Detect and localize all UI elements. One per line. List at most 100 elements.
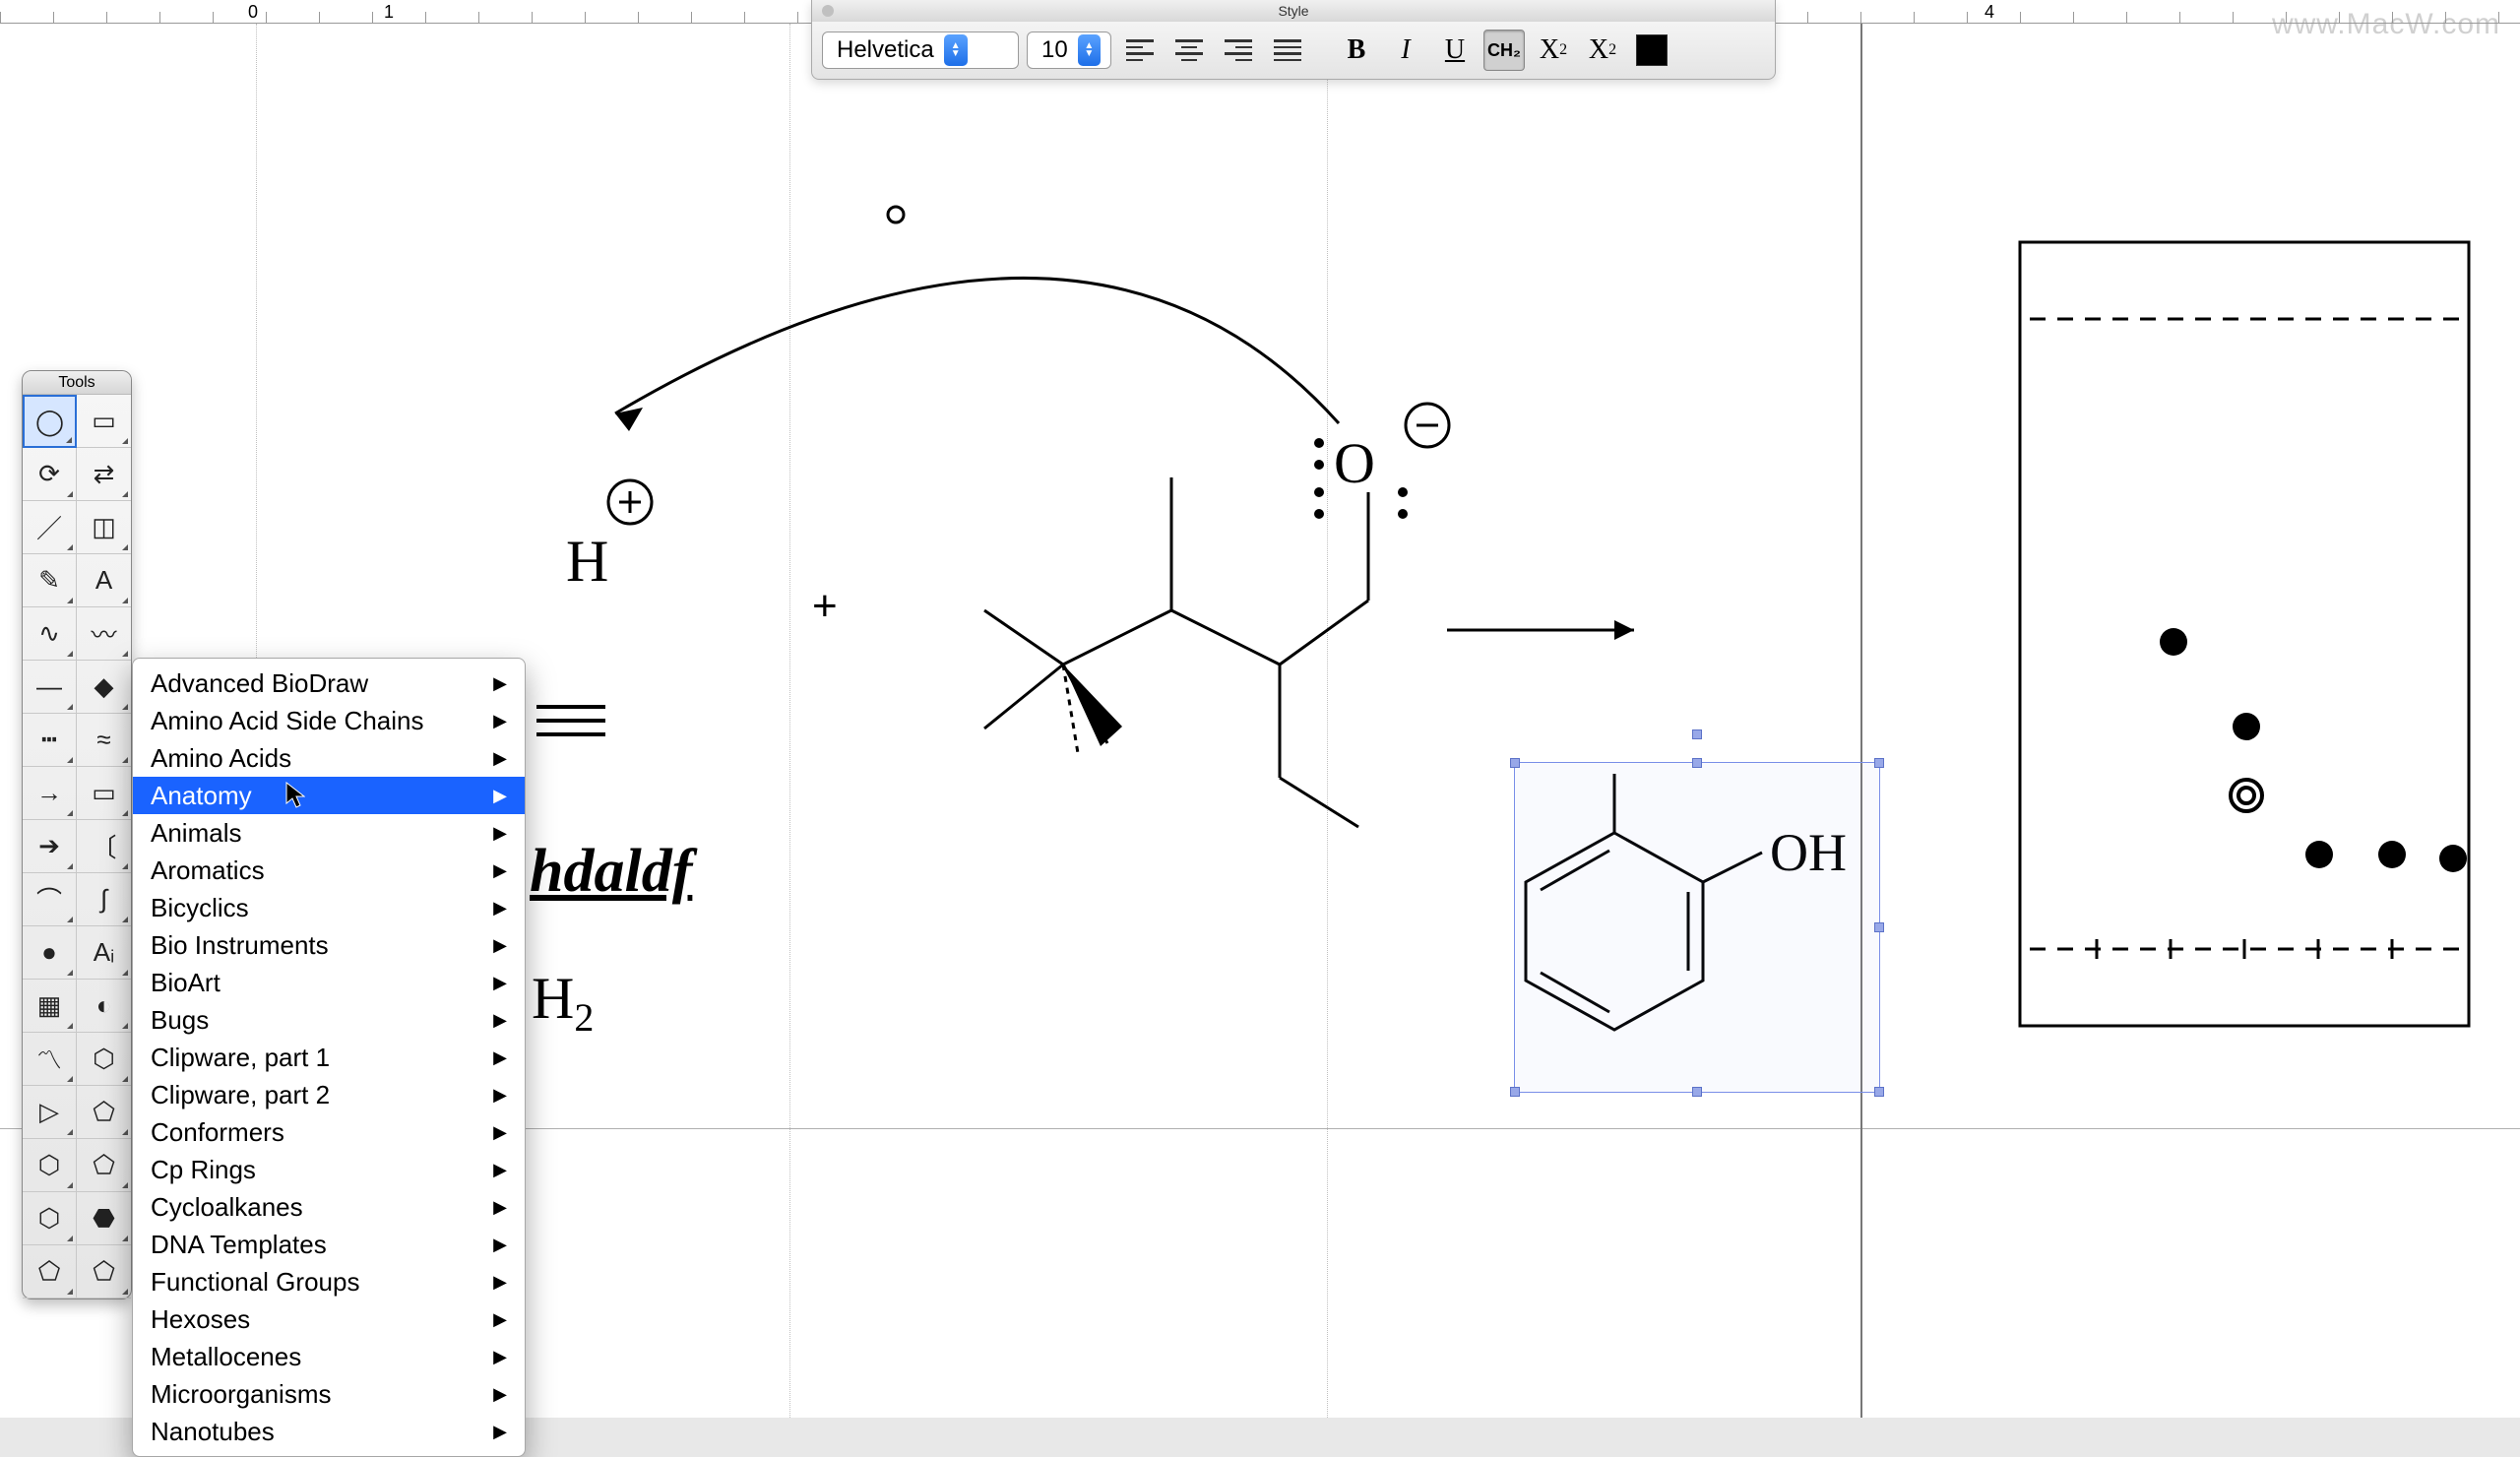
menu-item-nanotubes[interactable]: Nanotubes▶	[133, 1413, 525, 1450]
align-right-button[interactable]	[1218, 30, 1259, 71]
tool-bold-arrow[interactable]: ➔	[23, 820, 77, 873]
submenu-arrow-icon: ▶	[493, 1043, 507, 1072]
svg-text:+: +	[812, 582, 838, 630]
underline-button[interactable]: U	[1434, 30, 1476, 71]
menu-item-aromatics[interactable]: Aromatics▶	[133, 852, 525, 889]
menu-item-clipware-part-1[interactable]: Clipware, part 1 ▶	[133, 1039, 525, 1076]
bold-button[interactable]: B	[1336, 30, 1377, 71]
tool-eraser[interactable]: ◫	[77, 501, 131, 554]
menu-item-bio-instruments[interactable]: Bio Instruments▶	[133, 926, 525, 964]
tool-wavy[interactable]: ≈	[77, 714, 131, 767]
tool-pentagon[interactable]: ⬠	[77, 1245, 131, 1299]
tool-lasso[interactable]: ◯	[23, 395, 77, 448]
tool-ring6b[interactable]: ⬡	[23, 1192, 77, 1245]
tool-table[interactable]: ▦	[23, 980, 77, 1033]
style-toolbar-title[interactable]: Style	[812, 0, 1775, 22]
submenu-indicator-icon	[122, 438, 128, 444]
tool-play[interactable]: ▷	[23, 1086, 77, 1139]
superscript-button[interactable]: X2	[1582, 30, 1623, 71]
submenu-arrow-icon: ▶	[493, 1192, 507, 1222]
h2-label[interactable]: H2	[532, 965, 594, 1041]
tool-ring6a[interactable]: ⬡	[23, 1139, 77, 1192]
tool-marker[interactable]: ●	[23, 926, 77, 980]
tools-palette[interactable]: Tools ◯▭⟳⇄／◫✎A∿〰—◆┅≈→▭➔〔⌒∫●Aᵢ▦◐〽⬡▷⬠⬡⬠⬡⬣⬠…	[22, 370, 132, 1299]
menu-item-animals[interactable]: Animals▶	[133, 814, 525, 852]
style-toolbar-title-text: Style	[1278, 3, 1308, 19]
tool-label-style[interactable]: Aᵢ	[77, 926, 131, 980]
menu-item-cycloalkanes[interactable]: Cycloalkanes▶	[133, 1188, 525, 1226]
tool-arc[interactable]: ⌒	[23, 873, 77, 926]
tool-bond[interactable]: —	[23, 661, 77, 714]
tool-bracket[interactable]: 〔	[77, 820, 131, 873]
formula-button[interactable]: CH₂	[1483, 30, 1525, 71]
formatted-text-sample[interactable]: hdaldf	[530, 837, 692, 907]
menu-item-bioart[interactable]: BioArt▶	[133, 964, 525, 1001]
tool-marquee[interactable]: ▭	[77, 395, 131, 448]
color-swatch	[1636, 34, 1668, 66]
tool-orbital[interactable]: ◐	[77, 980, 131, 1033]
tool-templates[interactable]: ⬡	[77, 1033, 131, 1086]
menu-item-microorganisms[interactable]: Microorganisms▶	[133, 1375, 525, 1413]
justify-button[interactable]	[1267, 30, 1308, 71]
menu-item-cp-rings[interactable]: Cp Rings▶	[133, 1151, 525, 1188]
italic-button[interactable]: I	[1385, 30, 1426, 71]
menu-item-anatomy[interactable]: Anatomy▶	[133, 777, 525, 814]
tool-text[interactable]: A	[77, 554, 131, 607]
tool-rect[interactable]: ▭	[77, 767, 131, 820]
tool-dashed[interactable]: ┅	[23, 714, 77, 767]
h-plus-label: H	[566, 529, 608, 594]
text-color-button[interactable]	[1631, 30, 1672, 71]
tool-chain[interactable]: ∿	[23, 607, 77, 661]
template-context-menu[interactable]: Advanced BioDraw▶Amino Acid Side Chains▶…	[132, 658, 526, 1457]
menu-item-advanced-biodraw[interactable]: Advanced BioDraw▶	[133, 665, 525, 702]
menu-item-metallocenes[interactable]: Metallocenes▶	[133, 1338, 525, 1375]
menu-item-amino-acid-side-chains[interactable]: Amino Acid Side Chains▶	[133, 702, 525, 739]
submenu-indicator-icon	[122, 1023, 128, 1029]
menu-item-amino-acids[interactable]: Amino Acids▶	[133, 739, 525, 777]
tool-arrow[interactable]: →	[23, 767, 77, 820]
menu-item-conformers[interactable]: Conformers▶	[133, 1113, 525, 1151]
menu-item-bugs[interactable]: Bugs▶	[133, 1001, 525, 1039]
menu-item-label: Clipware, part 1	[151, 1043, 330, 1072]
tool-line[interactable]: ／	[23, 501, 77, 554]
font-size-select[interactable]: 10 ▲▼	[1027, 32, 1111, 69]
tool-ring5b[interactable]: ⬠	[77, 1139, 131, 1192]
selection-box[interactable]	[1514, 762, 1880, 1093]
tool-ring7[interactable]: ⬣	[77, 1192, 131, 1245]
tool-ring-arom[interactable]: ⬠	[23, 1245, 77, 1299]
submenu-arrow-icon: ▶	[493, 930, 507, 960]
tool-bezier[interactable]: ∫	[77, 873, 131, 926]
close-icon[interactable]	[822, 5, 834, 17]
menu-item-clipware-part-2[interactable]: Clipware, part 2▶	[133, 1076, 525, 1113]
subscript-button[interactable]: X2	[1533, 30, 1574, 71]
tool-pen[interactable]: ✎	[23, 554, 77, 607]
tool-wedge[interactable]: ◆	[77, 661, 131, 714]
menu-item-dna-templates[interactable]: DNA Templates▶	[133, 1226, 525, 1263]
font-size-value: 10	[1041, 36, 1068, 64]
menu-item-bicyclics[interactable]: Bicyclics▶	[133, 889, 525, 926]
tlc-spot	[2439, 845, 2467, 872]
font-family-select[interactable]: Helvetica ▲▼	[822, 32, 1019, 69]
tool-zigzag[interactable]: 〽	[23, 1033, 77, 1086]
tlc-plate[interactable]	[2018, 240, 2471, 1028]
cursor-icon	[285, 782, 305, 809]
tools-palette-title[interactable]: Tools	[23, 371, 131, 395]
style-toolbar[interactable]: Style Helvetica ▲▼ 10 ▲▼ B I U CH₂ X2 X2	[811, 0, 1776, 80]
tool-ring5a[interactable]: ⬠	[77, 1086, 131, 1139]
menu-item-hexoses[interactable]: Hexoses▶	[133, 1300, 525, 1338]
menu-item-functional-groups[interactable]: Functional Groups▶	[133, 1263, 525, 1300]
submenu-arrow-icon: ▶	[493, 1342, 507, 1371]
menu-item-label: Amino Acid Side Chains	[151, 706, 423, 735]
oxygen-label: O	[1334, 431, 1375, 495]
tool-freehand[interactable]: 〰	[77, 607, 131, 661]
submenu-arrow-icon: ▶	[493, 1155, 507, 1184]
tool-rotate3d[interactable]: ⟳	[23, 448, 77, 501]
align-left-button[interactable]	[1119, 30, 1161, 71]
submenu-indicator-icon	[122, 1076, 128, 1082]
tool-structure-cleanup[interactable]: ⇄	[77, 448, 131, 501]
submenu-arrow-icon: ▶	[493, 818, 507, 848]
submenu-indicator-icon	[67, 1235, 73, 1241]
menu-item-label: Hexoses	[151, 1304, 250, 1334]
menu-item-label: DNA Templates	[151, 1230, 327, 1259]
align-center-button[interactable]	[1168, 30, 1210, 71]
